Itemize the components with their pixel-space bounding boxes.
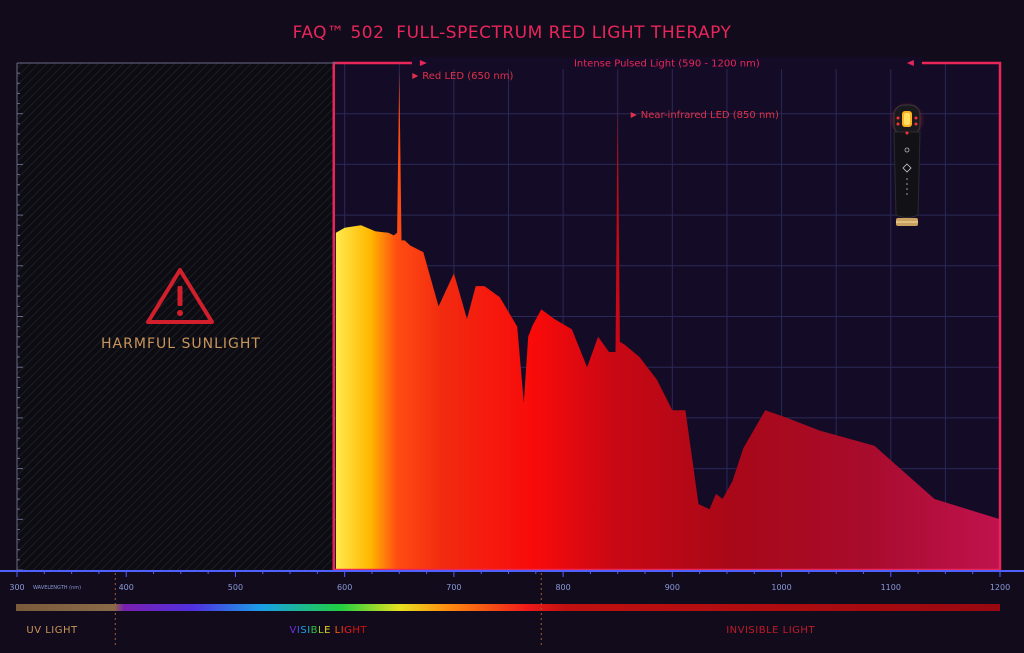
- annotation-arrow-icon: [630, 112, 637, 118]
- x-tick-label: 600: [337, 583, 352, 592]
- ipl-arrow-right-icon: [419, 60, 427, 66]
- chart-title-brand: FAQ™ 502: [293, 23, 385, 43]
- x-tick-label: 400: [119, 583, 134, 592]
- x-tick-label: 500: [228, 583, 243, 592]
- x-axis-ticks: 300 400 500 600 700 800 900 1000 1100 1200: [9, 571, 1010, 592]
- light-bands: UV LIGHT VISIBLE LIGHT INVISIBLE LIGHT: [26, 573, 815, 648]
- ipl-label-background: [411, 57, 922, 69]
- x-tick-label: 700: [446, 583, 461, 592]
- x-tick-label: 1000: [771, 583, 791, 592]
- annotation-label: Near-infrared LED (850 nm): [641, 110, 779, 121]
- x-tick-label: 800: [555, 583, 570, 592]
- chart-title-main: FULL-SPECTRUM RED LIGHT THERAPY: [396, 23, 731, 43]
- led-annotations: Red LED (650 nm) Near-infrared LED (850 n…: [412, 71, 779, 121]
- band-label: UV LIGHT: [26, 625, 78, 636]
- chart-title: FAQ™ 502 FULL-SPECTRUM RED LIGHT THERAPY: [293, 23, 732, 43]
- x-tick-label: 900: [665, 583, 680, 592]
- light-spectrum-bar: [16, 604, 1000, 611]
- warning-icon: [146, 268, 214, 324]
- annotation-label: Red LED (650 nm): [422, 71, 513, 82]
- harmful-sunlight-label: HARMFUL SUNLIGHT: [101, 336, 261, 352]
- ipl-range-label: Intense Pulsed Light (590 - 1200 nm): [574, 59, 760, 70]
- band-label: INVISIBLE LIGHT: [726, 625, 815, 636]
- x-tick-label: 1200: [990, 583, 1010, 592]
- annotation-arrow-icon: [412, 73, 419, 79]
- harmful-sunlight-region: [17, 63, 334, 570]
- device-icon: [889, 102, 925, 226]
- band-label: VISIBLE LIGHT: [290, 625, 368, 636]
- ipl-range-label-group: Intense Pulsed Light (590 - 1200 nm): [411, 57, 922, 70]
- x-axis-label: WAVELENGTH (nm): [33, 585, 81, 591]
- ipl-arrow-left-icon: [906, 60, 914, 66]
- x-tick-label: 1100: [881, 583, 901, 592]
- x-tick-label: 300: [9, 583, 24, 592]
- spectrum-area: [335, 70, 1000, 570]
